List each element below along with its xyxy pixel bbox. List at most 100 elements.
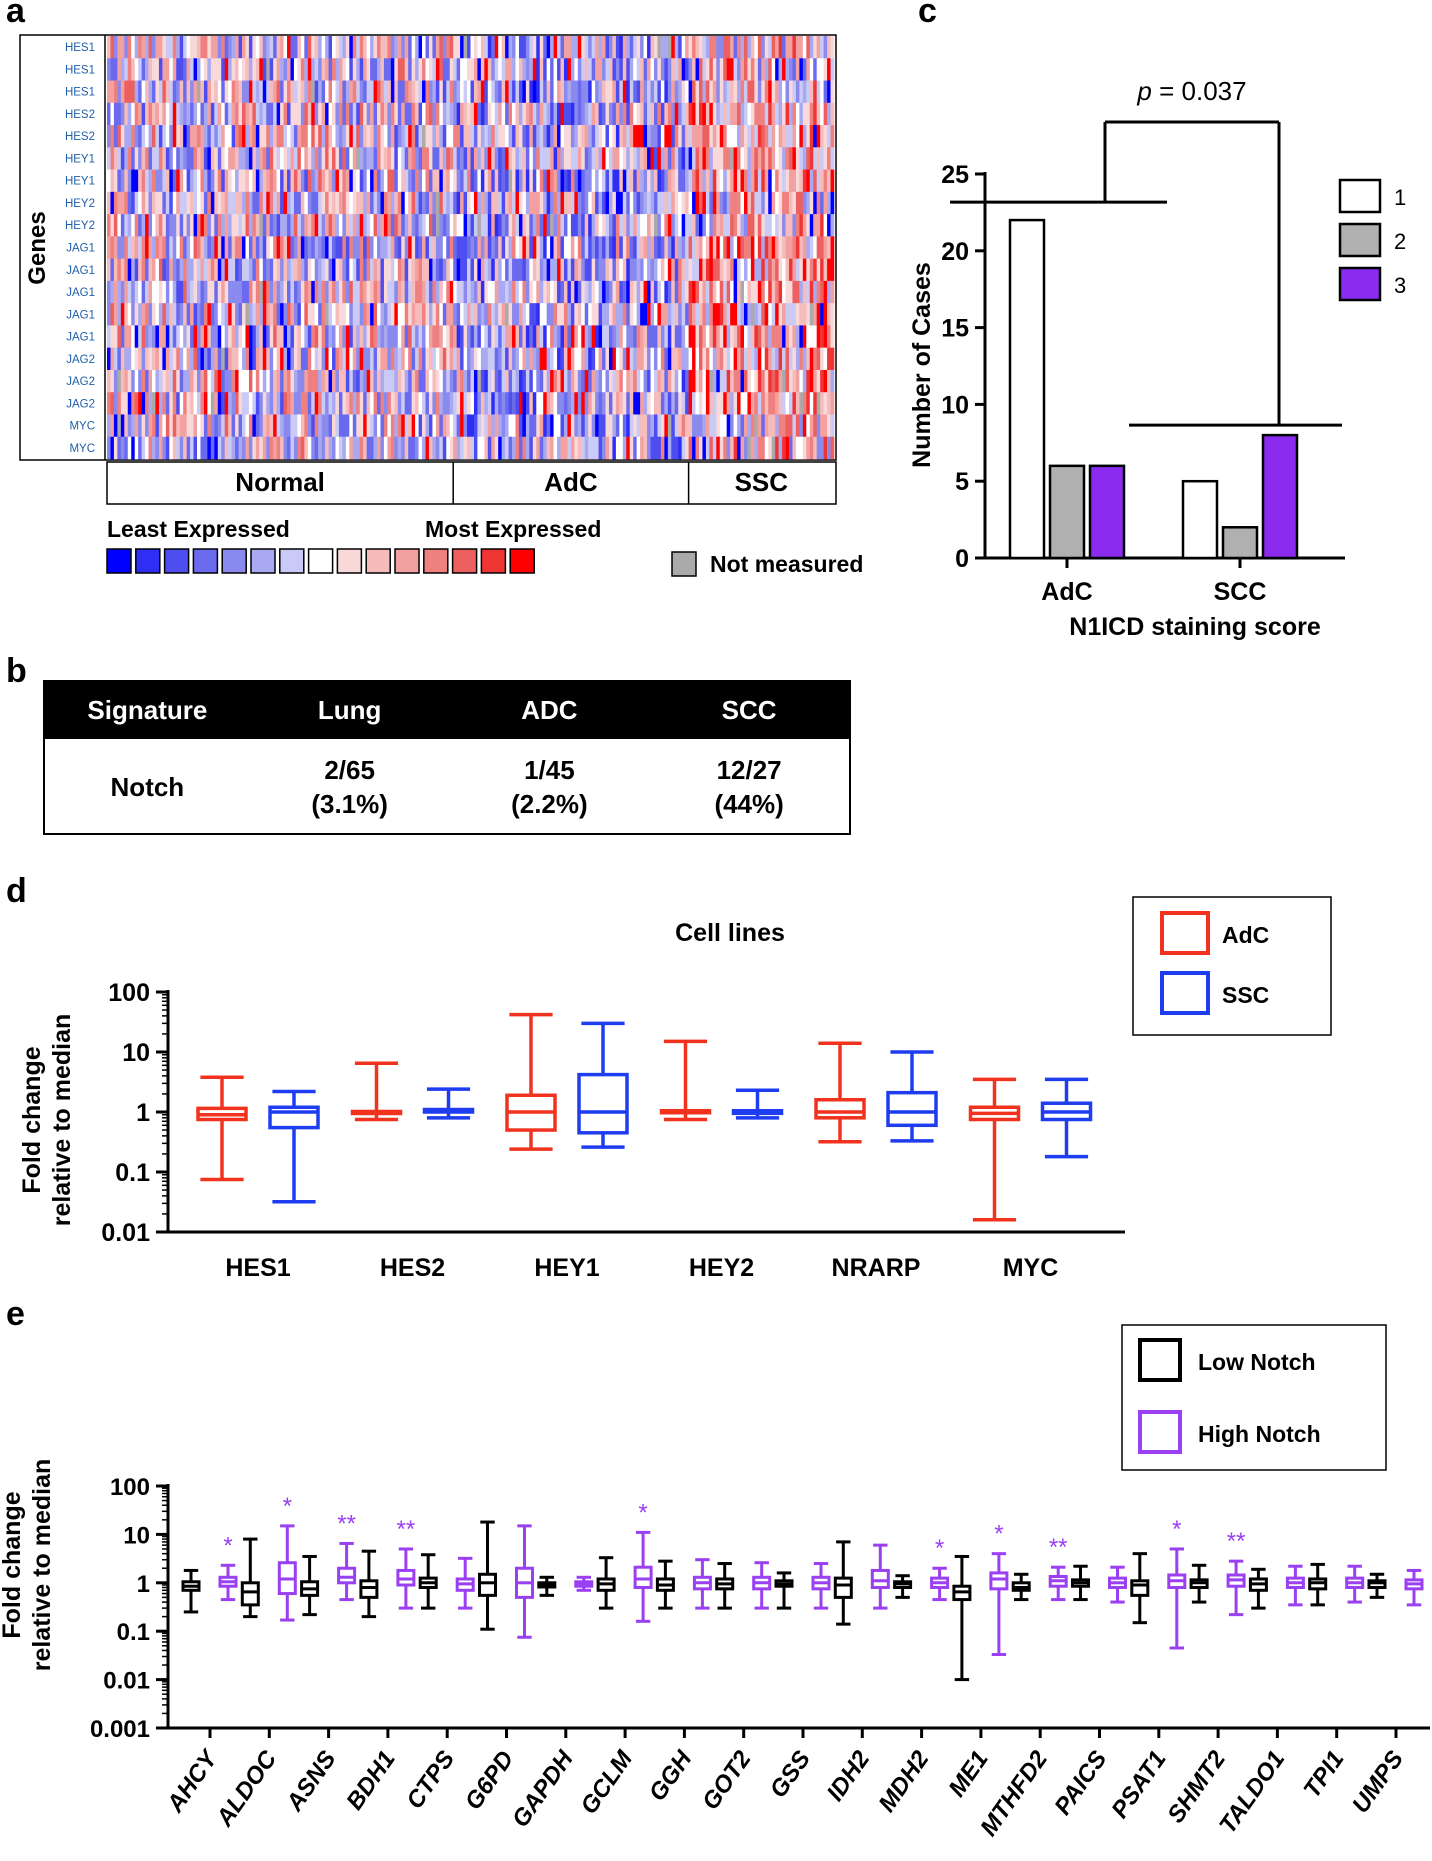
heatmap-cell bbox=[730, 102, 734, 126]
heatmap-cell bbox=[792, 214, 797, 237]
heatmap-cell bbox=[726, 214, 731, 237]
gene-label: HEY2 bbox=[65, 198, 95, 210]
heatmap-cell bbox=[248, 36, 253, 59]
heatmap-cell bbox=[380, 36, 385, 59]
heatmap-cell bbox=[248, 392, 253, 415]
heatmap-cell bbox=[508, 58, 513, 81]
heatmap-cell bbox=[373, 147, 378, 170]
heatmap-cell bbox=[619, 347, 624, 371]
heatmap-cell bbox=[681, 280, 686, 304]
heatmap-cell bbox=[228, 236, 232, 259]
heatmap-cell bbox=[678, 80, 682, 104]
heatmap-cell bbox=[560, 414, 565, 438]
heatmap-cell bbox=[276, 147, 281, 170]
heatmap-cell bbox=[345, 325, 350, 348]
group-label-adc: AdC bbox=[544, 467, 598, 497]
heatmap-cell bbox=[813, 36, 817, 59]
heatmap-cell bbox=[141, 102, 146, 126]
heatmap-cell bbox=[321, 169, 326, 193]
heatmap-cell bbox=[664, 191, 669, 215]
heatmap-cell bbox=[356, 414, 361, 438]
heatmap-cell bbox=[667, 436, 672, 460]
heatmap-cell bbox=[408, 191, 412, 215]
heatmap-cell bbox=[273, 392, 277, 415]
heatmap-cell bbox=[197, 392, 201, 415]
heatmap-cell bbox=[255, 80, 260, 104]
heatmap-cell bbox=[179, 58, 184, 81]
heatmap-cell bbox=[733, 147, 738, 170]
heatmap-cell bbox=[716, 169, 721, 193]
heatmap-cell bbox=[698, 102, 703, 126]
heatmap-cell bbox=[574, 369, 579, 393]
heatmap-cell bbox=[210, 125, 215, 148]
heatmap-cell bbox=[345, 58, 350, 81]
heatmap-cell bbox=[352, 169, 357, 193]
heatmap-cell bbox=[615, 36, 620, 59]
heatmap-cell bbox=[124, 36, 129, 59]
heatmap-cell bbox=[477, 369, 482, 393]
heatmap-cell bbox=[338, 258, 343, 282]
heatmap-cell bbox=[193, 80, 198, 104]
heatmap-cell bbox=[373, 80, 378, 104]
d-box-myc-ssc bbox=[1040, 1077, 1093, 1159]
heatmap-cell bbox=[695, 125, 700, 148]
heatmap-cell bbox=[692, 125, 696, 148]
heatmap-cell bbox=[553, 414, 558, 438]
heatmap-cell bbox=[480, 191, 485, 215]
heatmap-cell bbox=[709, 58, 714, 81]
heatmap-cell bbox=[480, 280, 485, 304]
heatmap-cell bbox=[432, 347, 437, 371]
heatmap-cell bbox=[546, 236, 551, 259]
heatmap-cell bbox=[138, 214, 142, 237]
heatmap-cell bbox=[120, 191, 125, 215]
heatmap-cell bbox=[162, 392, 167, 415]
heatmap-cell bbox=[671, 102, 676, 126]
heatmap-cell bbox=[695, 347, 700, 371]
heatmap-cell bbox=[487, 436, 492, 460]
heatmap-cell bbox=[383, 303, 388, 326]
heatmap-y-title: Genes bbox=[24, 211, 51, 284]
heatmap-cell bbox=[484, 369, 489, 393]
heatmap-cell bbox=[377, 392, 381, 415]
heatmap-cell bbox=[602, 191, 606, 215]
heatmap-cell bbox=[674, 169, 679, 193]
heatmap-cell bbox=[813, 369, 817, 393]
heatmap-cell bbox=[698, 214, 703, 237]
heatmap-cell bbox=[124, 102, 129, 126]
heatmap-cell bbox=[577, 236, 582, 259]
heatmap-cell bbox=[404, 147, 409, 170]
heatmap-cell bbox=[830, 147, 835, 170]
heatmap-cell bbox=[501, 191, 506, 215]
heatmap-cell bbox=[162, 125, 167, 148]
heatmap-cell bbox=[608, 36, 613, 59]
heatmap-cell bbox=[512, 325, 516, 348]
heatmap-cell bbox=[408, 325, 412, 348]
heatmap-cell bbox=[214, 303, 219, 326]
heatmap-cell bbox=[792, 147, 797, 170]
heatmap-cell bbox=[685, 303, 689, 326]
heatmap-cell bbox=[345, 303, 350, 326]
heatmap-cell bbox=[678, 347, 682, 371]
heatmap-cell bbox=[512, 392, 516, 415]
heatmap-cell bbox=[584, 280, 589, 304]
heatmap-cell bbox=[307, 58, 312, 81]
heatmap-cell bbox=[377, 169, 381, 193]
heatmap-cell bbox=[636, 303, 641, 326]
panel-d-letter: d bbox=[6, 872, 27, 910]
heatmap-cell bbox=[550, 102, 554, 126]
heatmap-cell bbox=[536, 80, 541, 104]
heatmap-cell bbox=[591, 36, 596, 59]
e-x-tick-label-idh2: IDH2 bbox=[822, 1745, 876, 1806]
heatmap-cell bbox=[328, 280, 333, 304]
gene-label: JAG1 bbox=[66, 243, 95, 255]
heatmap-cell bbox=[795, 436, 800, 460]
heatmap-cell bbox=[349, 36, 354, 59]
heatmap-cell bbox=[217, 325, 222, 348]
heatmap-cell bbox=[342, 147, 347, 170]
heatmap-cell bbox=[785, 36, 790, 59]
box-iqr bbox=[833, 1576, 853, 1599]
heatmap-cell bbox=[563, 102, 568, 126]
heatmap-cell bbox=[145, 325, 149, 348]
heatmap-cell bbox=[318, 125, 322, 148]
heatmap-cell bbox=[567, 214, 572, 237]
